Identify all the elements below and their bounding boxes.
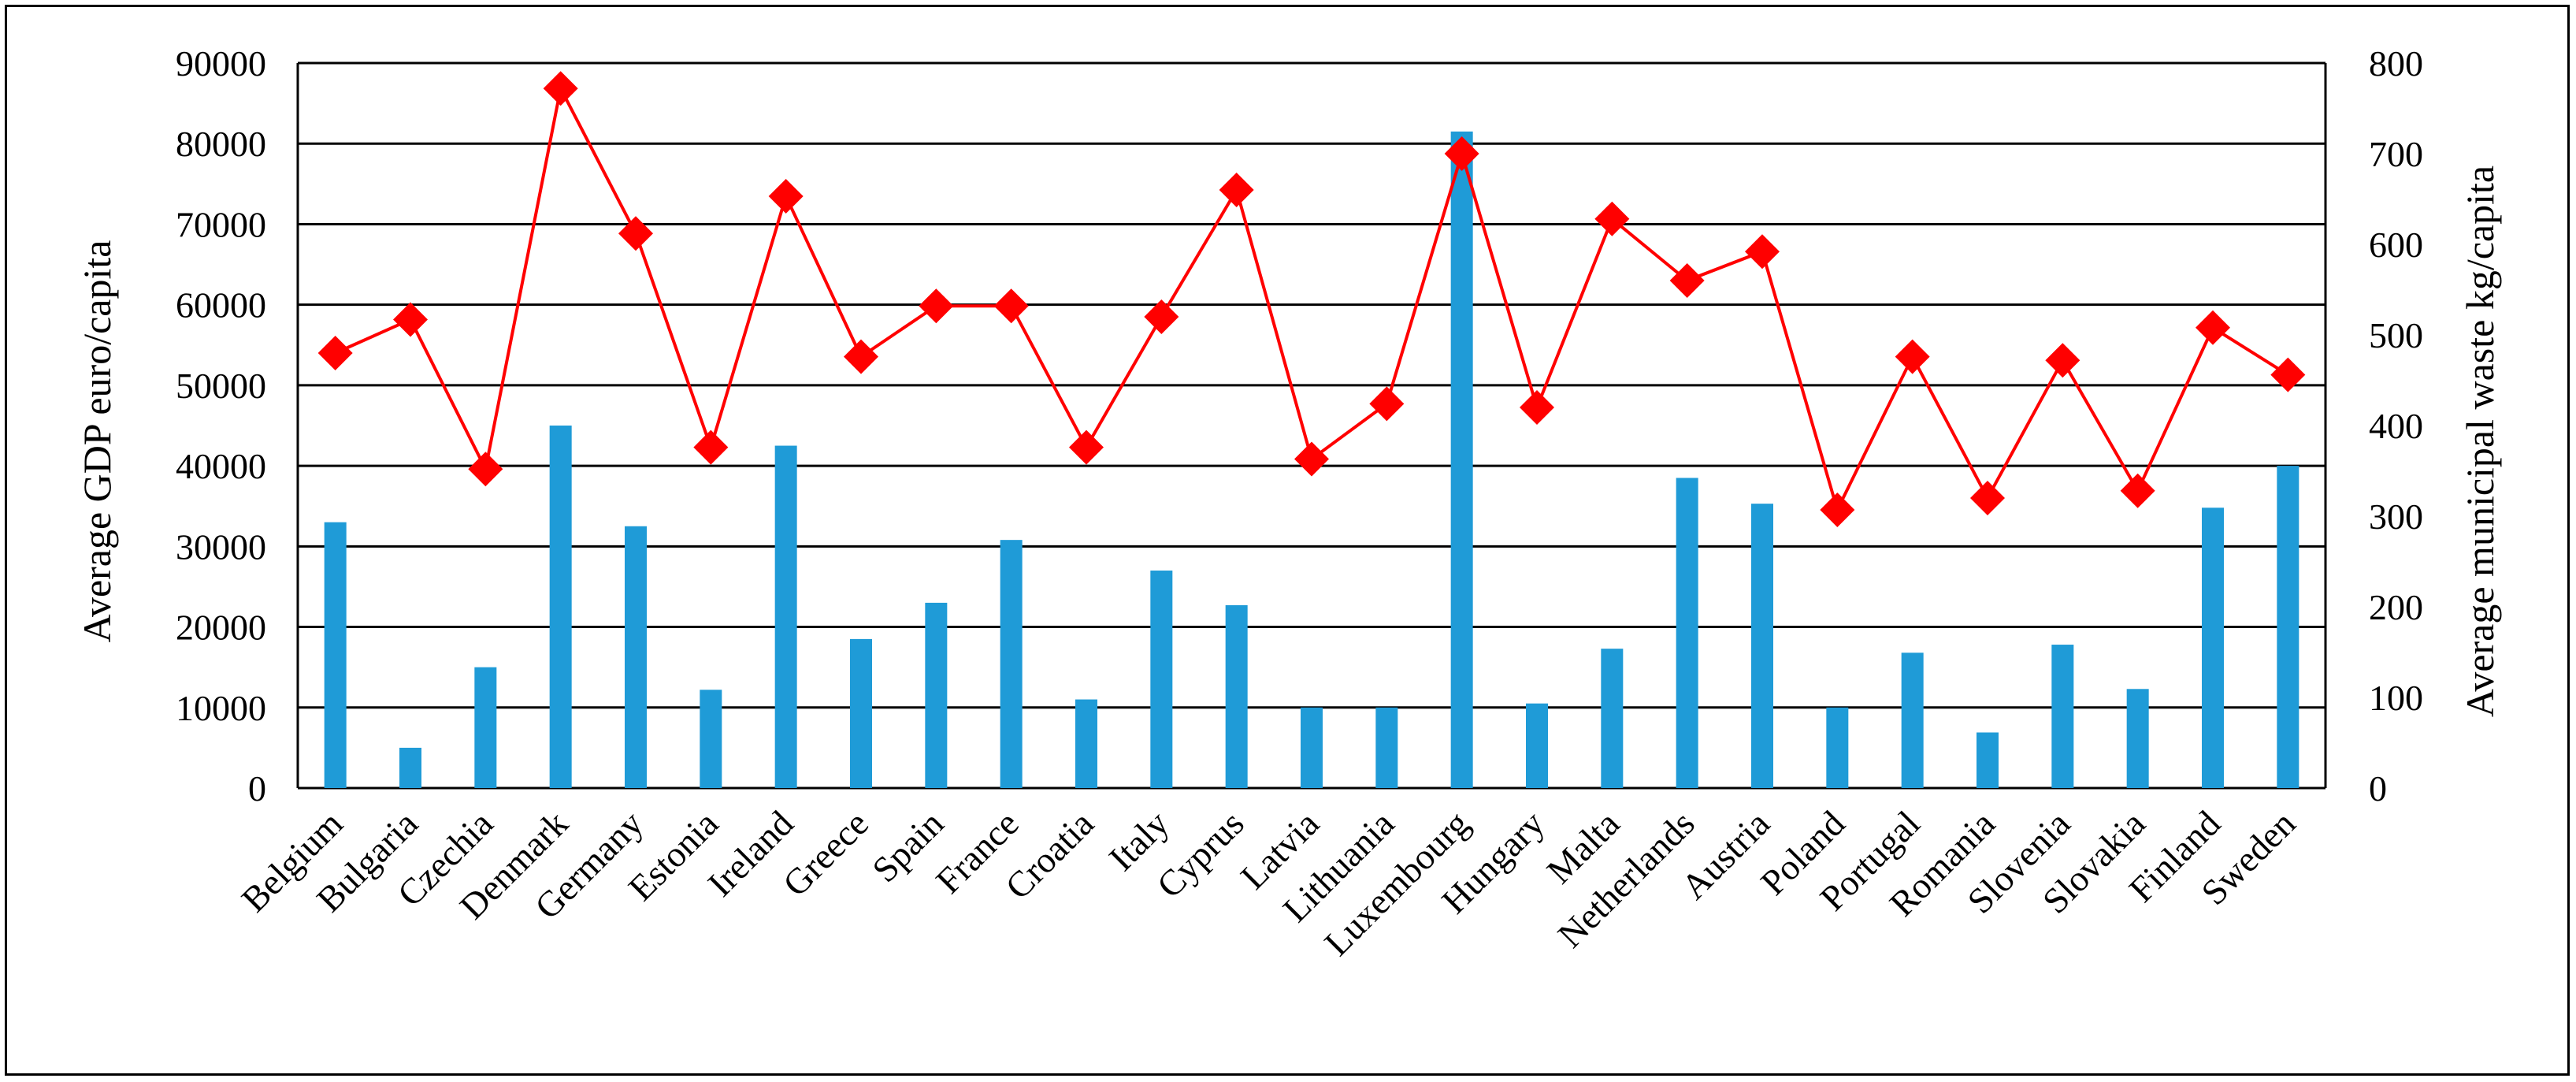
- left-tick-label: 10000: [176, 688, 266, 728]
- waste-marker: [618, 216, 653, 251]
- gdp-bar: [1751, 504, 1773, 788]
- waste-marker: [1294, 441, 1329, 477]
- waste-marker: [1820, 492, 1855, 527]
- waste-marker: [317, 336, 353, 370]
- gdp-bar: [324, 522, 347, 788]
- right-tick-label: 300: [2369, 496, 2423, 537]
- gdp-bar: [1676, 478, 1698, 788]
- right-tick-label: 500: [2369, 315, 2423, 355]
- left-tick-label: 20000: [176, 608, 266, 648]
- waste-marker: [1069, 429, 1104, 465]
- waste-marker: [844, 339, 878, 374]
- right-axis-ticks: 0 100 200 300 400 500 600 700 800: [2369, 43, 2423, 809]
- gdp-bar: [474, 667, 497, 788]
- waste-marker: [2120, 473, 2155, 508]
- gdp-bar: [850, 638, 872, 788]
- waste-marker: [1895, 339, 1930, 374]
- waste-marker: [1594, 201, 1630, 236]
- waste-marker: [468, 452, 503, 487]
- left-tick-label: 80000: [176, 124, 266, 164]
- waste-marker: [393, 302, 428, 337]
- right-tick-label: 800: [2369, 43, 2423, 84]
- gdp-bar-series: [324, 131, 2299, 788]
- gdp-bar: [399, 747, 421, 788]
- waste-marker: [1970, 481, 2005, 515]
- gdp-bar: [625, 526, 647, 788]
- gdp-bar: [2051, 645, 2074, 788]
- left-tick-label: 70000: [176, 204, 266, 244]
- waste-marker: [1219, 173, 1254, 207]
- left-tick-label: 40000: [176, 446, 266, 486]
- gdp-bar: [1601, 649, 1624, 788]
- right-tick-label: 200: [2369, 587, 2423, 627]
- gdp-bar: [1450, 131, 1473, 788]
- gdp-bar: [1075, 699, 1097, 788]
- gdp-bar: [1150, 571, 1173, 788]
- left-axis-ticks: 0 10000 20000 30000 40000 50000 60000 70000 8000…: [176, 43, 266, 809]
- waste-marker: [543, 71, 578, 106]
- gdp-bar: [549, 426, 572, 788]
- waste-marker: [768, 179, 804, 214]
- category-label: Greece: [775, 803, 876, 904]
- gdp-bar: [1375, 707, 1398, 788]
- right-axis-title: Average municipal waste kg/capita: [2458, 165, 2502, 717]
- right-tick-label: 700: [2369, 134, 2423, 174]
- chart-frame: [5, 5, 2570, 1076]
- waste-marker: [693, 429, 729, 465]
- waste-marker: [993, 288, 1029, 324]
- gdp-bar: [1000, 540, 1023, 788]
- left-tick-label: 60000: [176, 285, 266, 325]
- gdp-bar: [700, 690, 722, 788]
- category-label: Cyprus: [1149, 803, 1252, 905]
- waste-marker: [1745, 234, 1780, 270]
- waste-marker: [1444, 136, 1479, 171]
- waste-marker: [2196, 310, 2230, 345]
- gdp-bar: [925, 602, 948, 788]
- right-tick-label: 400: [2369, 406, 2423, 446]
- left-tick-label: 0: [248, 768, 266, 809]
- left-tick-label: 50000: [176, 366, 266, 406]
- right-tick-label: 0: [2369, 768, 2387, 809]
- gdp-bar: [774, 445, 797, 788]
- gdp-bar: [1526, 703, 1548, 788]
- gdp-bar: [2202, 508, 2224, 788]
- left-tick-label: 30000: [176, 526, 266, 567]
- gdp-bar: [1301, 707, 1323, 788]
- waste-marker: [919, 288, 954, 324]
- right-tick-label: 600: [2369, 225, 2423, 265]
- gdp-bar: [1826, 707, 1849, 788]
- gdp-bar: [1901, 653, 1924, 788]
- left-axis-title: Average GDP euro/capita: [75, 240, 119, 643]
- waste-marker: [1669, 263, 1705, 298]
- waste-line-series: [317, 71, 2306, 527]
- gdp-bar: [2277, 466, 2299, 788]
- waste-marker: [2270, 357, 2306, 392]
- gridlines: [296, 61, 2327, 790]
- category-label: Ireland: [700, 803, 801, 904]
- right-tick-label: 100: [2369, 678, 2423, 718]
- gdp-bar: [1225, 604, 1248, 788]
- gdp-bar: [2126, 689, 2149, 788]
- waste-marker: [2045, 343, 2080, 378]
- waste-marker: [1144, 299, 1179, 334]
- waste-marker: [1520, 390, 1554, 425]
- x-axis-category-labels: BelgiumBulgariaCzechiaDenmarkGermanyEsto…: [234, 803, 2303, 964]
- gdp-bar: [1977, 732, 1999, 788]
- waste-marker: [1369, 386, 1405, 422]
- left-tick-label: 90000: [176, 43, 266, 84]
